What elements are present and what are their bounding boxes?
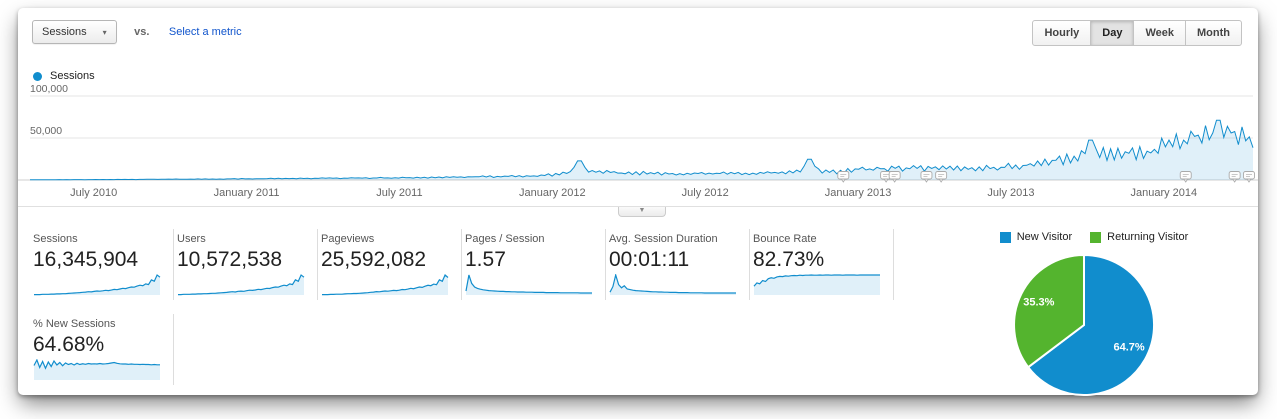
legend-label: New Visitor — [1016, 231, 1073, 243]
legend-item-new-visitor: New Visitor — [999, 231, 1073, 243]
sessions-series-label: Sessions — [50, 70, 95, 82]
card-value: 64.68% — [33, 333, 105, 356]
granularity-week-button[interactable]: Week — [1133, 20, 1187, 46]
svg-text:50,000: 50,000 — [30, 125, 62, 137]
metric-selector-dropdown[interactable]: Sessions ▾ — [32, 20, 117, 44]
card-value: 16,345,904 — [33, 248, 139, 271]
new-visitor-swatch-icon — [999, 231, 1011, 243]
analytics-panel: Sessions ▾ vs. Select a metric Hourly Da… — [18, 8, 1258, 396]
legend-item-returning-visitor: Returning Visitor — [1090, 231, 1188, 243]
select-a-metric-link[interactable]: Select a metric — [168, 26, 242, 38]
svg-text:January 2013: January 2013 — [825, 187, 892, 199]
svg-text:July 2013: July 2013 — [987, 187, 1034, 199]
card-value: 10,572,538 — [177, 248, 283, 271]
granularity-hourly-button[interactable]: Hourly — [1032, 20, 1092, 46]
summary-section: Sessions 16,345,904 Users 10,572,538 Pag… — [18, 217, 1258, 401]
card-sparkline — [322, 274, 449, 296]
svg-text:July 2011: July 2011 — [376, 187, 422, 199]
card-label: Users — [177, 233, 206, 245]
visitor-type-pie-chart[interactable]: 64.7% 35.3% — [984, 243, 1204, 401]
legend-label: Returning Visitor — [1107, 231, 1189, 243]
chevron-down-icon: ▾ — [102, 27, 107, 37]
svg-text:July 2010: July 2010 — [70, 187, 117, 199]
metric-cards: Sessions 16,345,904 Users 10,572,538 Pag… — [30, 229, 916, 401]
timeline-series-legend: Sessions — [33, 70, 1258, 82]
card-sessions[interactable]: Sessions 16,345,904 — [30, 229, 174, 300]
granularity-month-button[interactable]: Month — [1185, 20, 1242, 46]
sessions-series-dot-icon — [33, 71, 42, 81]
svg-text:64.7%: 64.7% — [1114, 341, 1145, 353]
visitor-type-section: New Visitor Returning Visitor 64.7% 35.3% — [944, 229, 1244, 401]
card-label: Pages / Session — [465, 233, 545, 245]
card-label: Pageviews — [321, 233, 375, 245]
card-sparkline — [609, 274, 736, 295]
card-value: 82.73% — [753, 248, 825, 271]
card-avg-session-duration[interactable]: Avg. Session Duration 00:01:11 — [606, 229, 750, 300]
svg-text:January 2012: January 2012 — [519, 187, 586, 199]
card-value: 25,592,082 — [321, 248, 427, 271]
granularity-button-group: Hourly Day Week Month — [1032, 20, 1242, 46]
sessions-timeline-section: 50,000 100,000 July 2010 January 2011 July 2… — [18, 84, 1258, 207]
card-value: 1.57 — [465, 248, 506, 271]
svg-text:July 2012: July 2012 — [682, 187, 729, 199]
card-label: Bounce Rate — [753, 233, 817, 245]
pie-legend: New Visitor Returning Visitor — [999, 231, 1188, 243]
granularity-day-button[interactable]: Day — [1090, 20, 1135, 46]
card-percent-new-sessions[interactable]: % New Sessions 64.68% — [30, 314, 174, 385]
card-value: 00:01:11 — [609, 248, 690, 271]
card-sparkline — [34, 274, 161, 296]
card-label: Sessions — [33, 233, 78, 245]
metric-cards-row-1: Sessions 16,345,904 Users 10,572,538 Pag… — [30, 229, 916, 300]
svg-text:100,000: 100,000 — [30, 84, 68, 95]
timeline-collapse-tab[interactable]: ▼ — [618, 207, 666, 217]
card-label: Avg. Session Duration — [609, 233, 718, 245]
svg-text:January 2011: January 2011 — [214, 187, 280, 199]
metric-selector-label: Sessions — [42, 26, 87, 38]
vs-label: vs. — [134, 26, 150, 38]
returning-visitor-swatch-icon — [1090, 231, 1102, 243]
card-users[interactable]: Users 10,572,538 — [174, 229, 318, 300]
metric-cards-row-2: % New Sessions 64.68% — [30, 314, 916, 385]
card-sparkline — [753, 274, 880, 295]
svg-text:January 2014: January 2014 — [1130, 187, 1197, 199]
card-sparkline — [465, 274, 592, 295]
chart-header: Sessions ▾ vs. Select a metric Hourly Da… — [18, 8, 1258, 64]
card-pageviews[interactable]: Pageviews 25,592,082 — [318, 229, 462, 300]
sessions-timeline-chart[interactable]: 50,000 100,000 July 2010 January 2011 July 2… — [18, 84, 1258, 206]
card-pages-per-session[interactable]: Pages / Session 1.57 — [462, 229, 606, 300]
card-bounce-rate[interactable]: Bounce Rate 82.73% — [750, 229, 894, 300]
card-label: % New Sessions — [33, 318, 116, 330]
card-sparkline — [178, 274, 305, 296]
svg-text:35.3%: 35.3% — [1023, 297, 1054, 309]
card-sparkline — [33, 359, 160, 380]
